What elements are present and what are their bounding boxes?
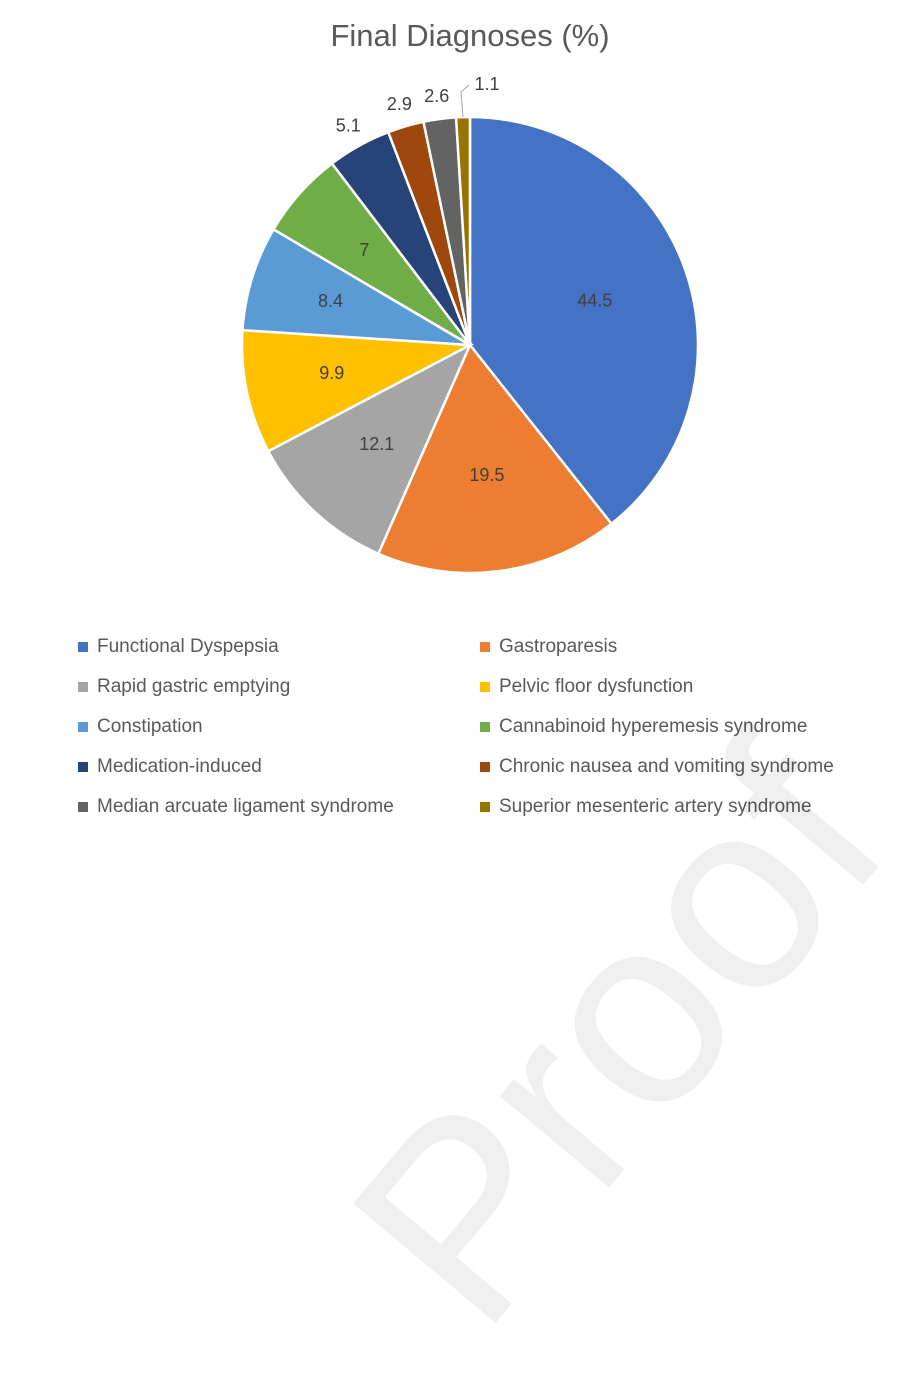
leader-line	[460, 84, 470, 118]
legend-item: Median arcuate ligament syndrome	[78, 796, 394, 818]
legend-item: Chronic nausea and vomiting syndrome	[480, 756, 834, 778]
slice-pelvic-floor-dysfunction	[240, 328, 475, 453]
legend-swatch	[78, 762, 88, 772]
chart: Final Diagnoses (%) 44.5 19.5 12.1 9.9 8.4 7 5…	[78, 18, 904, 1377]
legend-item: Constipation	[78, 716, 203, 738]
legend-swatch	[78, 802, 88, 812]
legend-swatch	[480, 722, 490, 732]
slice-functional-dyspepsia	[468, 115, 700, 526]
data-label: 9.9	[319, 363, 344, 383]
data-label: 8.4	[318, 291, 343, 311]
legend-label: Pelvic floor dysfunction	[499, 676, 694, 697]
slice-superior-mesenteric-artery-syndrome	[454, 115, 472, 346]
chart-title: Final Diagnoses (%)	[330, 18, 610, 53]
legend-swatch	[78, 682, 88, 692]
legend-label: Medication-induced	[97, 756, 262, 777]
legend-item: Gastroparesis	[480, 636, 617, 658]
legend-label: Gastroparesis	[499, 636, 618, 657]
legend-label: Constipation	[97, 716, 203, 737]
legend-swatch	[480, 642, 490, 652]
legend-swatch	[480, 802, 490, 812]
data-label: 7	[359, 240, 369, 260]
legend-label: Cannabinoid hyperemesis syndrome	[499, 716, 808, 737]
data-label: 12.1	[359, 434, 394, 454]
data-label: 2.9	[387, 94, 412, 114]
pie-chart: 44.5 19.5 12.1 9.9 8.4 7 5.1 2.9 2.6 1.1	[240, 74, 700, 575]
legend-item: Superior mesenteric artery syndrome	[480, 796, 812, 818]
legend-swatch	[480, 762, 490, 772]
data-label: 2.6	[424, 86, 449, 106]
data-label: 19.5	[469, 465, 504, 485]
legend-label: Functional Dyspepsia	[97, 636, 279, 657]
legend-swatch	[480, 682, 490, 692]
slice-gastroparesis	[376, 342, 614, 575]
watermark: Proof	[294, 689, 904, 1378]
legend-label: Chronic nausea and vomiting syndrome	[499, 756, 834, 777]
slice-rapid-gastric-emptying	[266, 342, 473, 556]
data-label: 5.1	[336, 115, 361, 135]
legend-swatch	[78, 722, 88, 732]
legend-item: Pelvic floor dysfunction	[480, 676, 693, 698]
data-label: 44.5	[577, 290, 612, 310]
data-label: 1.1	[475, 74, 500, 94]
legend-item: Cannabinoid hyperemesis syndrome	[480, 716, 807, 738]
legend-item: Medication-induced	[78, 756, 262, 778]
legend-label: Rapid gastric emptying	[97, 676, 291, 697]
legend-swatch	[78, 642, 88, 652]
legend-item: Functional Dyspepsia	[78, 636, 279, 658]
slice-constipation	[241, 227, 471, 347]
legend-item: Rapid gastric emptying	[78, 676, 290, 698]
legend-label: Superior mesenteric artery syndrome	[499, 796, 812, 817]
legend-label: Median arcuate ligament syndrome	[97, 796, 394, 817]
